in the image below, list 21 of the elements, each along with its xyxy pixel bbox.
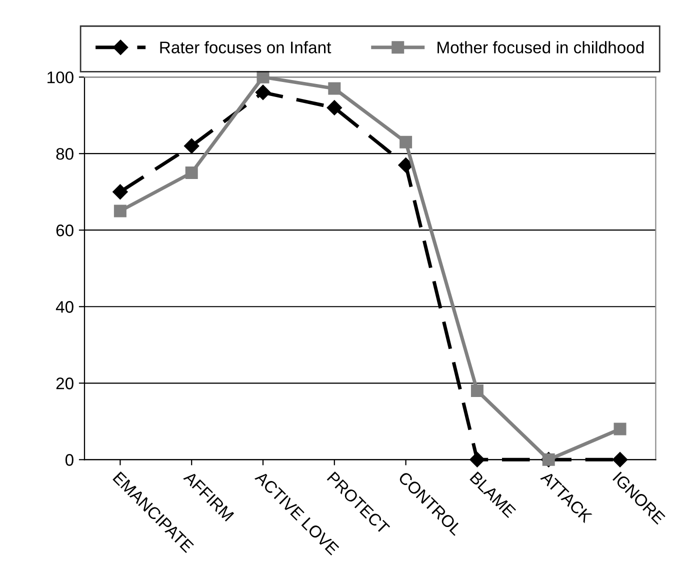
y-tick-label: 0 [65,454,74,466]
point [398,158,414,173]
point [184,138,200,154]
legend-label: Mother focused in childhood [438,41,644,54]
y-tick-label: 80 [56,148,74,160]
y-tick-label: 60 [56,224,74,236]
point [470,452,485,468]
point [114,204,126,218]
point [326,100,342,116]
y-tick-label: 100 [48,71,74,84]
y-tick-label: 20 [56,378,74,390]
legend-label: Rater focuses on Infant [160,41,332,54]
point [255,84,271,100]
point [612,452,628,468]
y-tick-label: 40 [56,301,74,313]
point [614,422,626,436]
point [112,184,128,200]
point [185,166,198,179]
point [400,136,412,148]
point [470,384,484,398]
point [328,82,341,95]
